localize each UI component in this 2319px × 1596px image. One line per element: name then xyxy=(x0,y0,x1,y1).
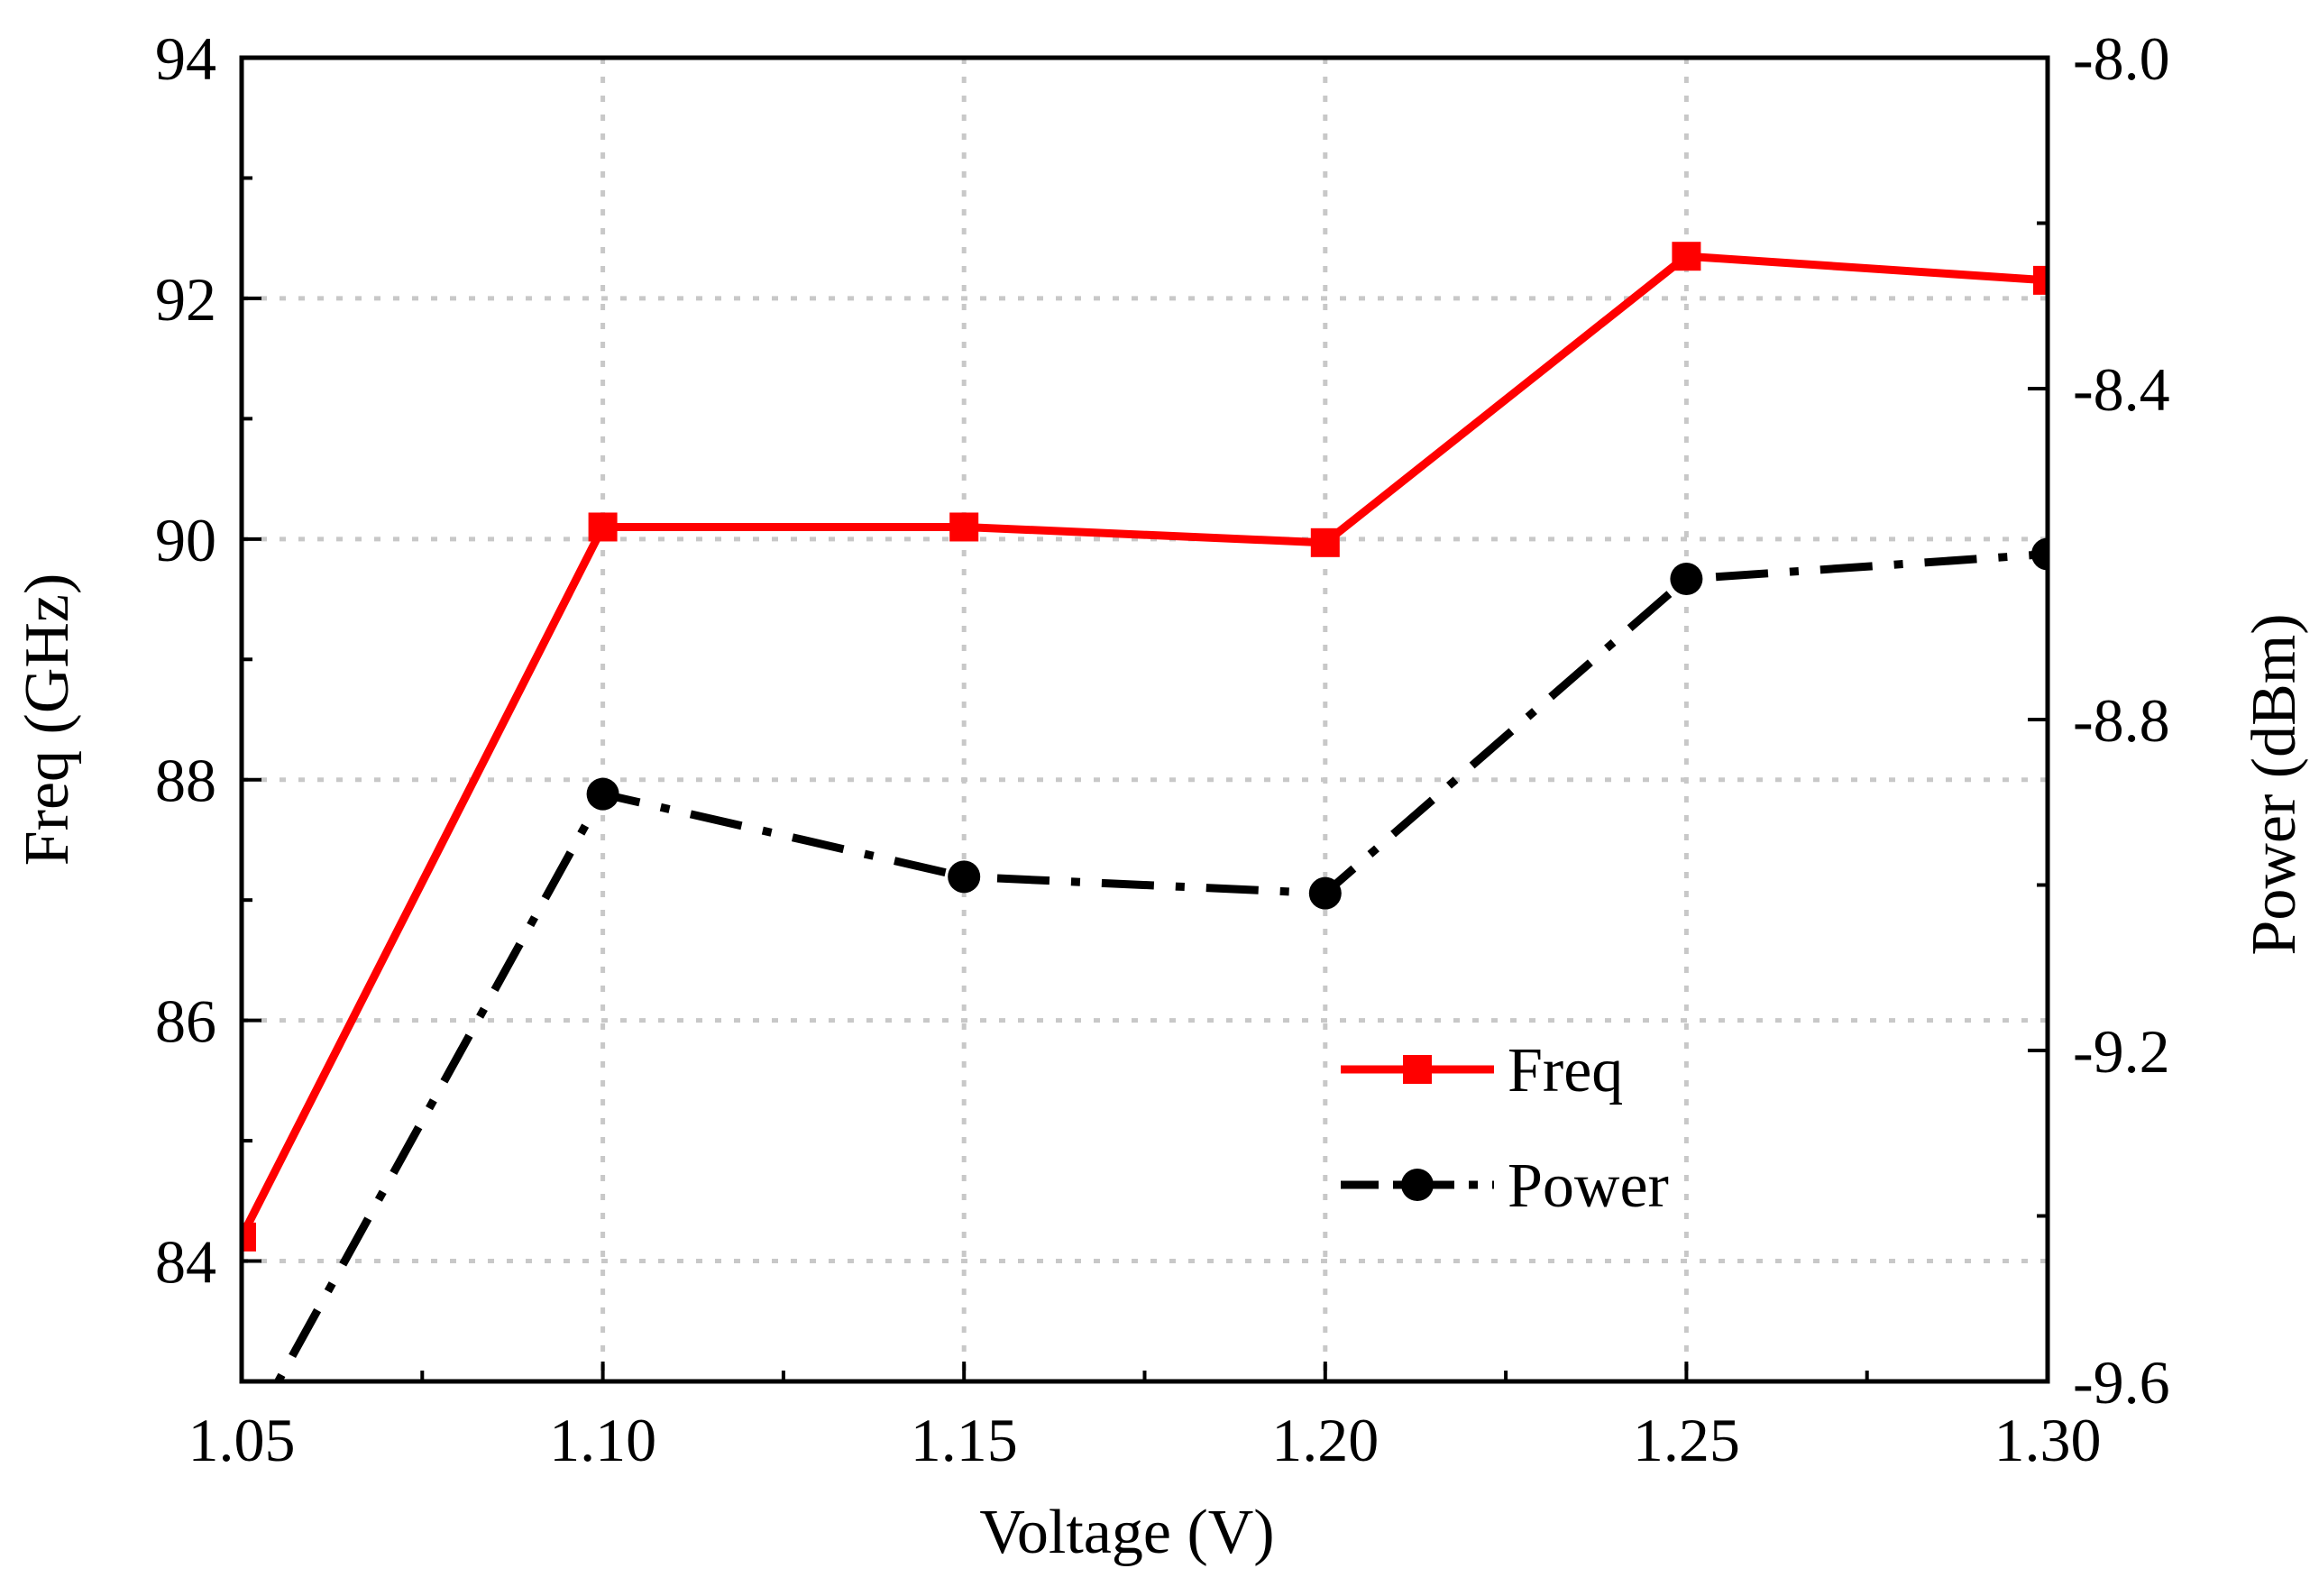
right-tick-label: -9.2 xyxy=(2073,1017,2170,1086)
freq-data-point xyxy=(2033,265,2048,295)
x-tick-label: 1.10 xyxy=(549,1406,656,1474)
plot-frame xyxy=(239,55,2050,1384)
power-data-point xyxy=(1308,876,1342,910)
right-axis-title: Power (dBm) xyxy=(2240,613,2309,955)
legend-freq-label: Freq xyxy=(1508,1036,1623,1105)
right-tick-label: -8.0 xyxy=(2073,24,2170,93)
power-series-line xyxy=(273,550,2048,1381)
freq-data-point xyxy=(588,512,618,542)
series-layer xyxy=(242,242,2048,1381)
right-tick-label: -8.4 xyxy=(2073,355,2170,424)
legend: Freq Power xyxy=(1341,1036,1669,1221)
x-tick-label: 1.30 xyxy=(1994,1406,2102,1474)
freq-data-point xyxy=(949,512,979,542)
freq-data-point xyxy=(242,1222,256,1252)
x-tick-label: 1.15 xyxy=(911,1406,1018,1474)
left-tick-label: 94 xyxy=(155,24,216,93)
legend-freq-marker xyxy=(1403,1055,1432,1084)
x-tick-label: 1.25 xyxy=(1633,1406,1740,1474)
left-tick-label: 90 xyxy=(155,506,216,574)
freq-series-line xyxy=(242,252,2048,1239)
left-tick-label: 84 xyxy=(155,1228,216,1297)
legend-power-marker xyxy=(1401,1169,1434,1201)
power-data-point xyxy=(948,860,981,894)
power-data-point xyxy=(1670,563,1703,596)
x-tick-label: 1.20 xyxy=(1271,1406,1379,1474)
left-tick-label: 92 xyxy=(155,265,216,334)
freq-data-point xyxy=(1672,242,1701,271)
left-tick-label: 88 xyxy=(155,747,216,815)
freq-data-point xyxy=(1310,527,1340,557)
axes-layer: 1.05 1.10 1.15 1.20 1.25 1.30 84 86 88 90 92 94 -9.6… xyxy=(155,24,2170,1474)
x-tick-label: 1.05 xyxy=(188,1406,296,1474)
right-tick-label: -9.6 xyxy=(2073,1348,2170,1417)
power-data-point xyxy=(586,777,619,811)
right-tick-label: -8.8 xyxy=(2073,686,2170,755)
x-axis-title: Voltage (V) xyxy=(979,1498,1274,1567)
left-tick-label: 86 xyxy=(155,987,216,1056)
grid-lines xyxy=(242,58,2048,1381)
left-axis-title: Freq (GHz) xyxy=(13,573,82,867)
legend-power-label: Power xyxy=(1508,1151,1669,1221)
